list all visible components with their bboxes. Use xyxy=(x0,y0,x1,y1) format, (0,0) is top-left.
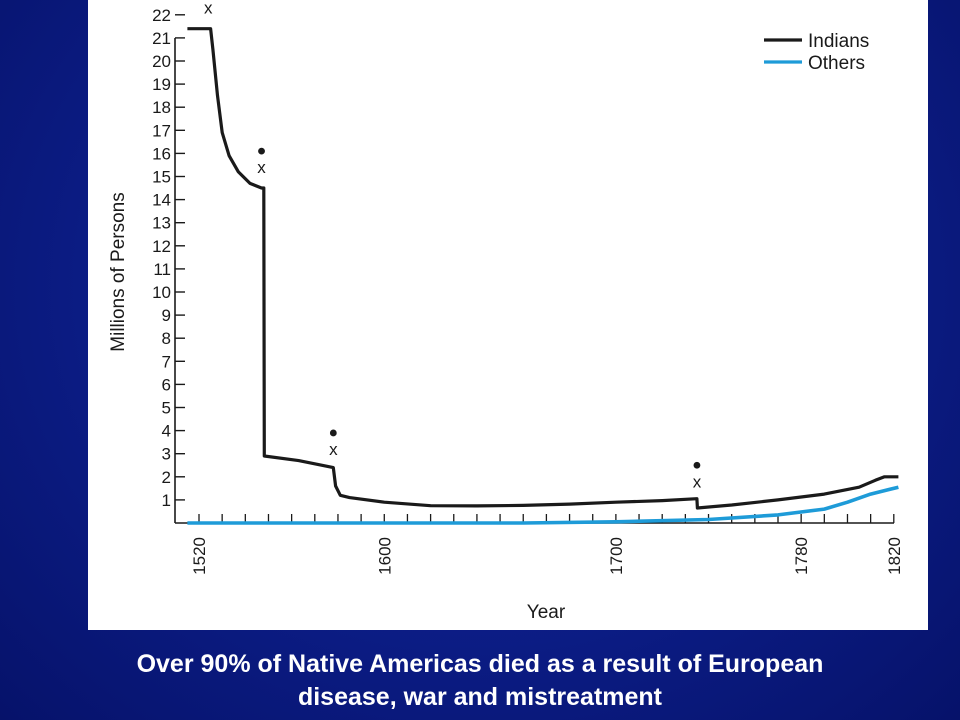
y-tick-label-1: 1 xyxy=(162,491,171,510)
annotation-dot-3 xyxy=(693,461,701,469)
y-tick-label-4: 4 xyxy=(162,422,171,441)
slide-caption: Over 90% of Native Americas died as a re… xyxy=(20,648,940,714)
chart-panel: 1 2 3 4 5 6 7 8 9 10 11 12 13 14 15 16 17 18 19 20 21 22 1520… xyxy=(88,0,928,630)
annotation-layer: x x x x xyxy=(204,0,702,491)
y-tick-label-2: 2 xyxy=(162,468,171,487)
y-tick-label-3: 3 xyxy=(162,445,171,464)
y-tick-label-7: 7 xyxy=(162,352,171,371)
annotation-dot-2 xyxy=(329,429,337,437)
y-tick-label-12: 12 xyxy=(152,237,171,256)
series-line-others xyxy=(187,485,899,525)
x-tick-label-1520: 1520 xyxy=(190,537,209,575)
legend-label-others: Others xyxy=(808,53,865,74)
y-axis-title: Millions of Persons xyxy=(108,192,129,351)
y-tick-label-16: 16 xyxy=(152,144,171,163)
y-tick-label-15: 15 xyxy=(152,168,171,187)
y-tick-label-9: 9 xyxy=(162,306,171,325)
annotation-dot-1 xyxy=(258,147,265,155)
y-tick-label-19: 19 xyxy=(152,75,171,94)
caption-line-2: disease, war and mistreatment xyxy=(297,683,663,711)
y-tick-label-13: 13 xyxy=(152,214,171,233)
x-tick-label-1780: 1780 xyxy=(792,537,811,575)
caption-line-1: Over 90% of Native Americas died as a re… xyxy=(136,650,824,678)
annotation-marker-0: x xyxy=(204,0,213,18)
y-tick-label-11: 11 xyxy=(153,260,171,279)
legend-label-indians: Indians xyxy=(808,31,869,52)
y-tick-label-10: 10 xyxy=(152,283,171,302)
y-tick-label-17: 17 xyxy=(152,121,171,140)
y-tick-label-18: 18 xyxy=(152,98,171,117)
series-line-indians xyxy=(187,27,899,510)
x-tick-label-1700: 1700 xyxy=(607,537,626,575)
y-tick-label-5: 5 xyxy=(162,399,171,418)
y-tick-label-21: 21 xyxy=(152,29,171,48)
y-tick-label-20: 20 xyxy=(152,52,171,71)
y-tick-label-22: 22 xyxy=(152,6,171,25)
annotation-marker-2: x xyxy=(329,440,338,459)
x-tick-label-1820: 1820 xyxy=(885,537,904,575)
x-tick-label-1600: 1600 xyxy=(375,537,394,575)
series-layer xyxy=(187,27,899,525)
y-tick-label-14: 14 xyxy=(152,191,171,210)
x-axis-title: Year xyxy=(527,602,566,623)
y-tick-label-8: 8 xyxy=(162,329,171,348)
annotation-marker-1: x xyxy=(257,158,266,177)
y-tick-label-6: 6 xyxy=(162,375,171,394)
annotation-marker-3: x xyxy=(693,472,702,491)
